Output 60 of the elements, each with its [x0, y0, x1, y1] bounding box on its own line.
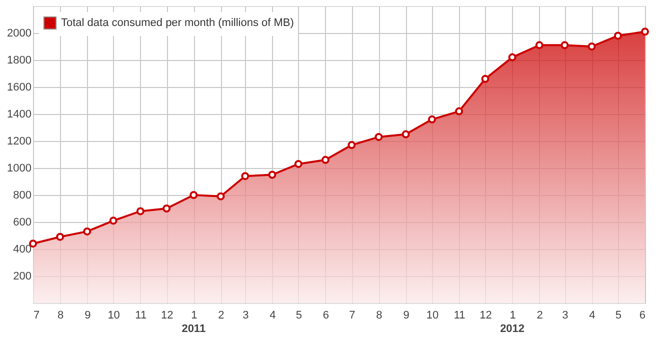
x-tick-label: 8: [376, 310, 382, 322]
point: [560, 41, 569, 50]
legend-label: Total data consumed per month (millions of MB): [61, 17, 294, 29]
x-tick-label: 3: [242, 310, 249, 322]
x-tick-label: 2: [218, 310, 224, 322]
point: [455, 107, 464, 116]
x-tick-label: 7: [34, 310, 40, 322]
point: [241, 172, 250, 180]
x-tick-label: 3: [562, 310, 568, 322]
x-tick-label: 5: [615, 310, 622, 322]
x-tick-label: 8: [58, 310, 64, 322]
point: [294, 160, 302, 168]
point: [109, 216, 118, 225]
x-tick-label: 6: [322, 310, 330, 322]
x-tick-label: 12: [480, 310, 492, 322]
point: [190, 191, 198, 199]
point: [216, 192, 225, 200]
x-tick-label: 10: [108, 310, 120, 322]
point: [83, 227, 92, 236]
y-tick-label: 1800: [7, 54, 32, 66]
y-tick-label: 1600: [7, 82, 32, 94]
text: 2012: [500, 323, 525, 335]
point: [162, 204, 171, 212]
point: [136, 207, 144, 216]
x-tick-label: 2: [536, 310, 543, 322]
x-tick-label: 5: [296, 310, 302, 322]
point: [535, 41, 544, 50]
point: [508, 53, 516, 62]
point: [588, 42, 596, 50]
point: [402, 130, 410, 138]
x-tick-label: 12: [160, 310, 174, 322]
x-tick-label: 11: [454, 310, 466, 322]
x-tick-label: 11: [135, 310, 147, 322]
y-tick-label: 200: [13, 270, 32, 282]
point: [481, 74, 490, 83]
point: [428, 115, 436, 124]
y-tick-label: 600: [13, 216, 32, 228]
x-tick-label: 7: [349, 310, 356, 322]
text: 2011: [182, 323, 206, 335]
y-tick-label: 1400: [7, 108, 32, 120]
point: [641, 28, 649, 36]
point: [374, 132, 383, 141]
x-tick-label: 1: [191, 310, 198, 322]
point: [56, 232, 64, 241]
point: [348, 141, 356, 150]
x-tick-label: 9: [403, 310, 410, 322]
x-tick-label: 9: [84, 310, 91, 322]
y-tick-label: 800: [13, 190, 32, 202]
y-tick-label: 400: [13, 244, 32, 256]
y-tick-label: 2000: [7, 28, 32, 40]
x-tick-label: 10: [426, 310, 439, 322]
y-tick-label: 1200: [7, 136, 32, 148]
y-tick-label: 1000: [7, 162, 32, 174]
point: [268, 170, 276, 179]
x-tick-label: 4: [270, 310, 276, 322]
x-tick-label: 6: [639, 310, 646, 322]
x-tick-label: 4: [589, 310, 596, 322]
point: [614, 32, 622, 40]
point: [321, 156, 330, 164]
x-tick-label: 1: [510, 310, 516, 322]
